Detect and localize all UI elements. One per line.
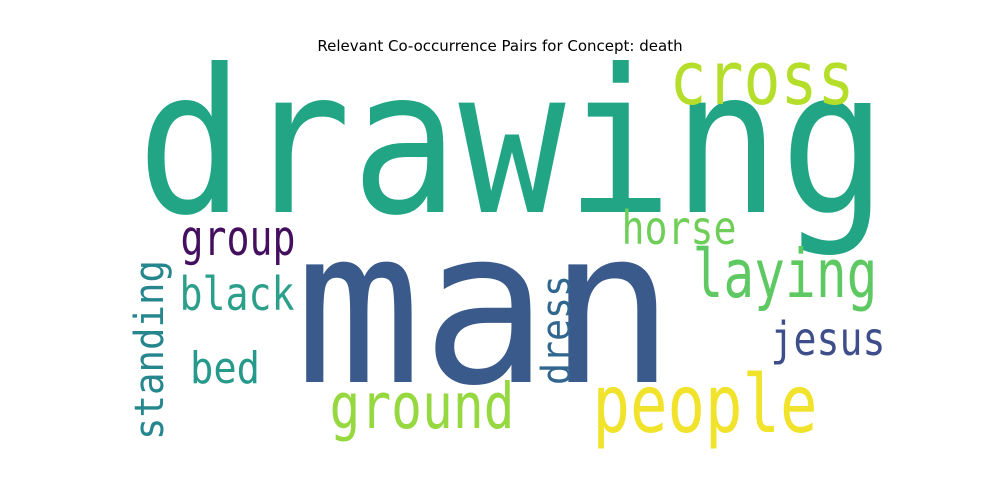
word-ground: ground: [330, 370, 515, 443]
word-standing: standing: [127, 260, 173, 440]
word-man: man: [295, 182, 675, 433]
word-laying: laying: [693, 235, 878, 313]
word-cross: cross: [670, 36, 855, 122]
word-jesus: jesus: [771, 312, 886, 366]
word-group: group: [181, 210, 296, 267]
word-drawing: drawing: [137, 27, 887, 260]
word-people: people: [593, 358, 818, 451]
word-black: black: [180, 267, 295, 321]
chart-title: Relevant Co-occurrence Pairs for Concept…: [317, 37, 683, 55]
word-horse: horse: [622, 201, 737, 255]
word-bed: bed: [190, 343, 260, 394]
word-dress: dress: [534, 275, 580, 385]
